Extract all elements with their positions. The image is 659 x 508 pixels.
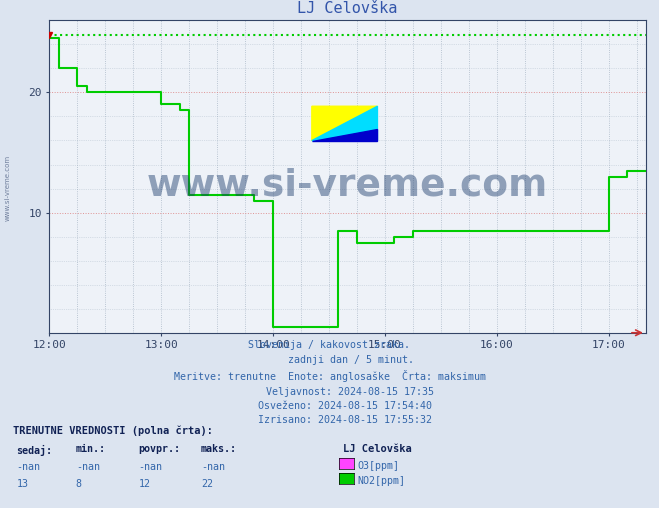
Text: NO2[ppm]: NO2[ppm] (358, 476, 406, 486)
Polygon shape (312, 129, 378, 141)
Polygon shape (312, 106, 378, 141)
Text: 22: 22 (201, 479, 213, 489)
Text: TRENUTNE VREDNOSTI (polna črta):: TRENUTNE VREDNOSTI (polna črta): (13, 425, 213, 436)
Text: www.si-vreme.com: www.si-vreme.com (147, 168, 548, 204)
Text: sedaj:: sedaj: (16, 444, 53, 456)
Text: -nan: -nan (138, 462, 162, 472)
Text: -nan: -nan (201, 462, 225, 472)
Text: 12: 12 (138, 479, 150, 489)
Text: Slovenija / kakovost zraka.
       zadnji dan / 5 minut.
Meritve: trenutne  Enot: Slovenija / kakovost zraka. zadnji dan /… (173, 340, 486, 426)
Text: www.si-vreme.com: www.si-vreme.com (5, 155, 11, 221)
Text: povpr.:: povpr.: (138, 444, 181, 455)
Text: maks.:: maks.: (201, 444, 237, 455)
Text: LJ Celovška: LJ Celovška (343, 444, 411, 455)
Text: min.:: min.: (76, 444, 106, 455)
Polygon shape (312, 106, 378, 141)
Text: O3[ppm]: O3[ppm] (358, 461, 400, 471)
Text: -nan: -nan (76, 462, 100, 472)
Text: 13: 13 (16, 479, 28, 489)
Title: LJ Celovška: LJ Celovška (297, 2, 398, 16)
Text: 8: 8 (76, 479, 82, 489)
Text: -nan: -nan (16, 462, 40, 472)
